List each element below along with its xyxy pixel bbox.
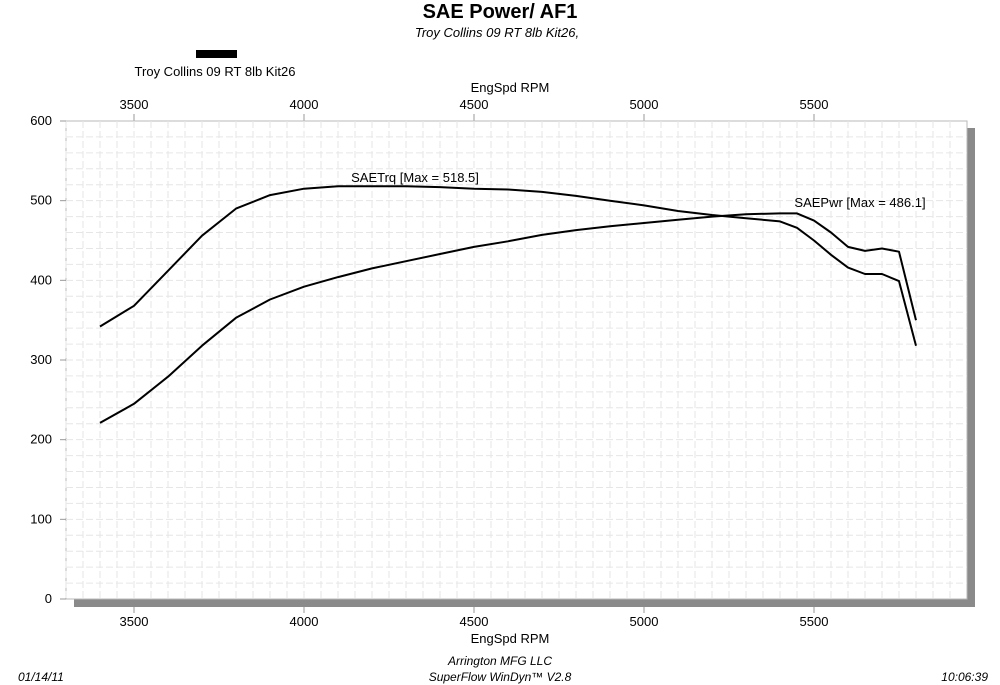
x-tick-label-bottom: 4000 [290, 614, 319, 629]
x-tick-label-bottom: 5500 [800, 614, 829, 629]
y-tick-label: 200 [30, 432, 52, 447]
y-tick-label: 100 [30, 511, 52, 526]
x-tick-label-bottom: 4500 [460, 614, 489, 629]
x-axis-top-ticks: 3500 4000 4500 5000 5500 [120, 97, 829, 121]
x-axis-top-label: EngSpd RPM [471, 80, 550, 95]
y-axis-ticks: 0 100 200 300 400 500 600 [30, 113, 66, 606]
footer-time: 10:06:39 [941, 670, 988, 684]
footer-company: Arrington MFG LLC [447, 654, 552, 668]
x-tick-label-top: 5000 [630, 97, 659, 112]
y-tick-label: 600 [30, 113, 52, 128]
x-axis-bottom-label: EngSpd RPM [471, 631, 550, 646]
footer-software: SuperFlow WinDyn™ V2.8 [429, 670, 572, 684]
series-annotation-saepwr: SAEPwr [Max = 486.1] [794, 195, 925, 210]
chart-subtitle: Troy Collins 09 RT 8lb Kit26, [415, 25, 579, 40]
series-group [99, 185, 917, 424]
series-line-saetrq [99, 185, 917, 346]
plot-shadow-right [967, 128, 975, 606]
series-annotation-saetrq: SAETrq [Max = 518.5] [351, 170, 479, 185]
y-tick-label: 0 [45, 591, 52, 606]
legend-label: Troy Collins 09 RT 8lb Kit26 [135, 64, 296, 79]
x-tick-label-top: 4000 [290, 97, 319, 112]
x-axis-bottom-ticks: 3500 4000 4500 5000 5500 [120, 607, 829, 629]
footer-date: 01/14/11 [18, 670, 64, 684]
grid [65, 121, 967, 599]
legend-swatch [196, 50, 237, 58]
y-tick-label: 500 [30, 193, 52, 208]
y-tick-label: 400 [30, 272, 52, 287]
x-tick-label-bottom: 5000 [630, 614, 659, 629]
x-tick-label-top: 5500 [800, 97, 829, 112]
series-line-saepwr [99, 212, 917, 424]
x-tick-label-top: 3500 [120, 97, 149, 112]
chart-title: SAE Power/ AF1 [423, 1, 578, 23]
plot-shadow-bottom [74, 599, 975, 607]
x-tick-label-bottom: 3500 [120, 614, 149, 629]
x-tick-label-top: 4500 [460, 97, 489, 112]
y-tick-label: 300 [30, 352, 52, 367]
